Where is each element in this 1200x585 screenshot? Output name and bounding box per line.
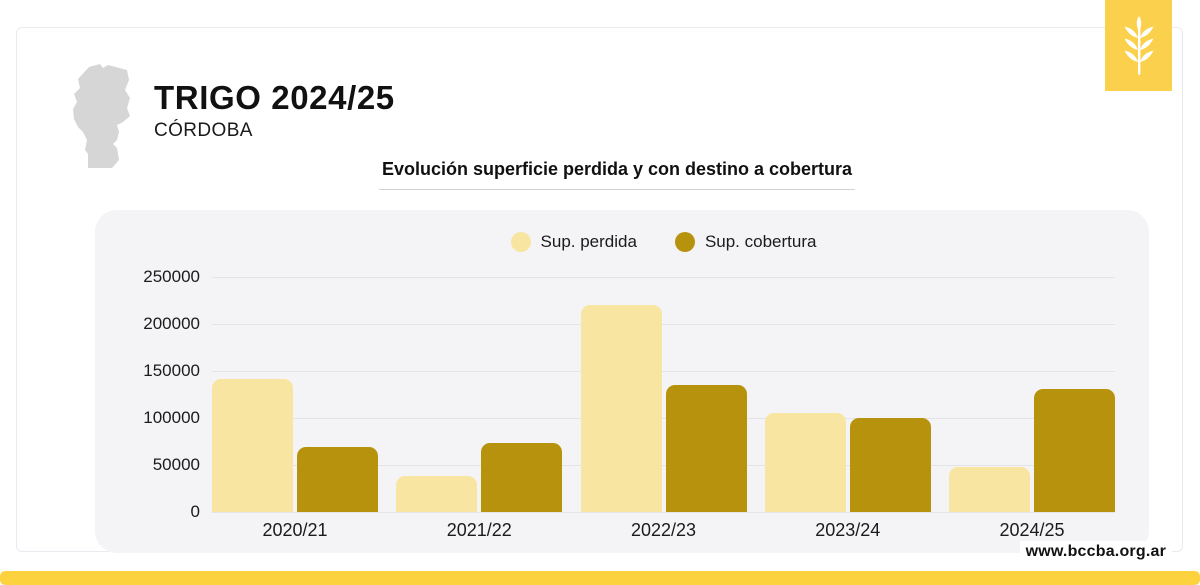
bar-2024/25-Sup. perdida[interactable] <box>949 467 1030 512</box>
cordoba-map-icon <box>73 64 130 168</box>
gridline <box>212 371 1115 372</box>
chart-bars <box>212 210 1115 512</box>
bottom-accent-bar <box>0 571 1200 585</box>
website-url[interactable]: www.bccba.org.ar <box>1019 541 1172 563</box>
legend-label: Sup. perdida <box>540 232 637 251</box>
x-axis-tick-label: 2021/22 <box>446 520 512 540</box>
bar-2023/24-Sup. perdida[interactable] <box>764 413 846 512</box>
gridline <box>212 512 1115 513</box>
gridline <box>212 465 1115 466</box>
bar-group <box>580 305 747 512</box>
x-axis-tick-label: 2024/25 <box>999 520 1065 540</box>
bar-group <box>764 413 931 512</box>
y-axis-tick-label: 50000 <box>152 455 200 474</box>
bar-2021/22-Sup. perdida[interactable] <box>396 476 478 512</box>
brand-logo <box>1105 0 1172 91</box>
bar-2023/24-Sup. cobertura[interactable] <box>849 418 931 512</box>
wheat-icon <box>1124 15 1153 75</box>
legend-label: Sup. cobertura <box>704 232 817 251</box>
chart-title: Evolución superficie perdida y con desti… <box>378 159 856 190</box>
y-axis-tick-label: 100000 <box>143 408 200 427</box>
x-axis-tick-label: 2020/21 <box>262 520 328 540</box>
x-axis-tick-label: 2022/23 <box>630 520 697 540</box>
gridline <box>212 418 1115 419</box>
bar-2022/23-Sup. perdida[interactable] <box>580 305 662 512</box>
legend-item[interactable]: Sup. cobertura <box>674 232 817 252</box>
y-axis-tick-label: 250000 <box>143 267 200 286</box>
bar-group <box>212 379 378 512</box>
bar-group <box>949 389 1115 512</box>
cordoba-map-silhouette <box>73 64 141 170</box>
legend-dot-icon <box>510 232 531 252</box>
y-axis-tick-label: 150000 <box>143 361 200 380</box>
y-axis-tick-label: 0 <box>190 502 200 521</box>
bar-2021/22-Sup. cobertura[interactable] <box>481 443 563 512</box>
bar-2020/21-Sup. perdida[interactable] <box>212 379 293 512</box>
bar-2020/21-Sup. cobertura[interactable] <box>297 447 378 512</box>
page-title: TRIGO 2024/25 <box>154 79 395 116</box>
header: TRIGO 2024/25 CÓRDOBA <box>154 80 395 142</box>
bar-2024/25-Sup. cobertura[interactable] <box>1034 389 1115 512</box>
page-subtitle: CÓRDOBA <box>154 120 253 141</box>
gridline <box>212 324 1115 325</box>
chart-legend: Sup. perdida Sup. cobertura <box>212 232 1115 252</box>
chart-panel: Sup. perdida Sup. cobertura 0 50000 100000 1… <box>95 210 1149 553</box>
report-card: TRIGO 2024/25 CÓRDOBA Evolución superfic… <box>16 27 1183 553</box>
legend-dot-icon <box>674 232 695 252</box>
bar-group <box>396 443 563 512</box>
gridline <box>212 277 1115 278</box>
chart-x-axis-labels: 2020/21 2021/22 2022/23 2023/24 2024/25 <box>212 520 1115 541</box>
bar-2022/23-Sup. cobertura[interactable] <box>665 385 747 512</box>
y-axis-tick-label: 200000 <box>143 314 200 333</box>
x-axis-tick-label: 2023/24 <box>815 520 881 540</box>
legend-item[interactable]: Sup. perdida <box>510 232 637 252</box>
